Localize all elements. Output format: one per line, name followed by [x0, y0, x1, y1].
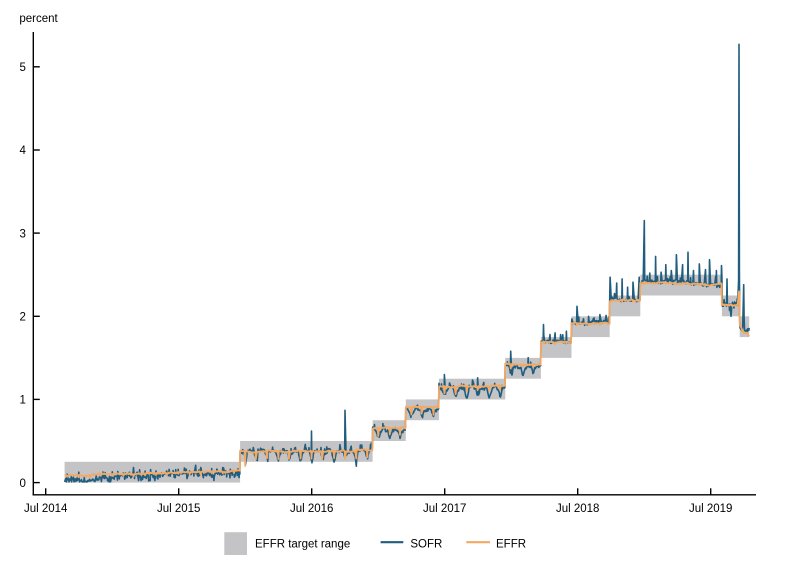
svg-text:Jul 2016: Jul 2016	[290, 503, 333, 515]
svg-text:Jul 2017: Jul 2017	[423, 503, 466, 515]
svg-text:Jul 2014: Jul 2014	[24, 503, 68, 515]
svg-text:2: 2	[19, 312, 25, 324]
svg-text:5: 5	[19, 62, 25, 74]
svg-text:Jul 2019: Jul 2019	[689, 503, 732, 515]
svg-text:1: 1	[19, 395, 25, 407]
svg-text:Jul 2015: Jul 2015	[157, 503, 200, 515]
svg-text:4: 4	[19, 145, 26, 157]
svg-text:0: 0	[19, 478, 25, 490]
svg-text:EFFR: EFFR	[496, 539, 526, 551]
svg-text:3: 3	[19, 228, 25, 240]
svg-text:percent: percent	[19, 13, 58, 25]
svg-text:EFFR target range: EFFR target range	[255, 539, 350, 551]
svg-text:Jul 2018: Jul 2018	[556, 503, 599, 515]
svg-text:SOFR: SOFR	[410, 539, 442, 551]
